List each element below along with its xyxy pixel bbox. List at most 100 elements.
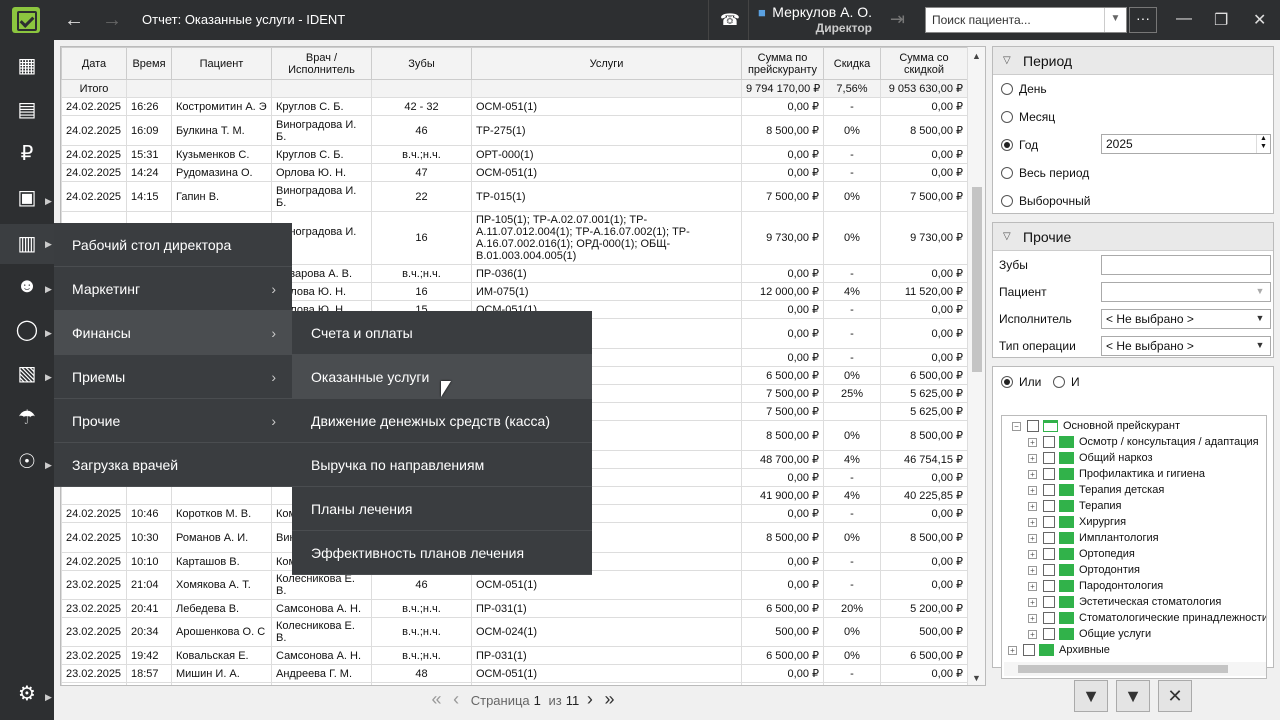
tree-checkbox[interactable]: [1043, 452, 1055, 465]
coin-icon[interactable]: ☉: [18, 451, 36, 473]
tree-node[interactable]: + Профилактика и гигиена: [1028, 468, 1205, 484]
chevron-down-icon[interactable]: ▼: [1255, 286, 1265, 296]
other-header[interactable]: ▽ Прочие: [993, 223, 1273, 251]
close-icon[interactable]: ✕: [1253, 12, 1267, 29]
patient-select[interactable]: ▼: [1101, 282, 1271, 302]
column-header[interactable]: Время: [126, 47, 172, 80]
menu-item[interactable]: Финансы ›: [54, 311, 292, 355]
tree-checkbox[interactable]: [1043, 628, 1055, 641]
table-row[interactable]: 24.02.2025 14:15 Гапин В. Виноградова И. Б.…: [61, 181, 968, 212]
minimize-icon[interactable]: —: [1176, 10, 1192, 27]
logo-icon[interactable]: [12, 7, 40, 33]
horizontal-scrollbar[interactable]: [1004, 662, 1266, 676]
collapse-icon[interactable]: −: [1012, 421, 1021, 431]
tree-checkbox[interactable]: [1043, 500, 1055, 513]
prev-page-icon[interactable]: ‹: [453, 689, 460, 709]
table-row[interactable]: 24.02.2025 14:24 Рудомазина О. Орлова Ю. Н.…: [61, 163, 968, 182]
tree-node[interactable]: + Общий наркоз: [1028, 452, 1153, 468]
ruble-icon[interactable]: ₽: [20, 143, 34, 165]
expand-icon[interactable]: +: [1028, 501, 1037, 511]
tree-node[interactable]: + Хирургия: [1028, 516, 1126, 532]
tree-node[interactable]: + Ортопедия: [1028, 548, 1135, 564]
umbrella-icon[interactable]: ☂: [18, 407, 36, 429]
back-icon[interactable]: ←: [64, 9, 84, 31]
radio-custom[interactable]: [1001, 195, 1013, 207]
menu-item[interactable]: Рабочий стол директора: [54, 223, 292, 267]
year-field[interactable]: 2025 ▲ ▼: [1101, 134, 1271, 154]
expand-icon[interactable]: +: [1028, 613, 1037, 623]
teeth-input[interactable]: [1101, 255, 1271, 275]
column-header[interactable]: Врач / Исполнитель: [271, 47, 372, 80]
catalog-icon[interactable]: ▧: [17, 363, 37, 385]
menu-item[interactable]: Маркетинг ›: [54, 267, 292, 311]
expand-icon[interactable]: +: [1028, 485, 1037, 495]
expand-icon[interactable]: +: [1028, 565, 1037, 575]
period-header[interactable]: ▽ Период: [993, 47, 1273, 75]
tree-node[interactable]: + Общие услуги: [1028, 628, 1151, 644]
phone-icon[interactable]: ☎: [720, 12, 740, 29]
tree-node[interactable]: + Имплантология: [1028, 532, 1159, 548]
tooth-icon[interactable]: ◯: [15, 319, 39, 341]
exit-icon[interactable]: ⇥: [890, 9, 906, 29]
expand-icon[interactable]: +: [1028, 549, 1037, 559]
report-grid[interactable]: Дата Время Пациент Врач / Исполнитель Зубы Ус…: [60, 46, 986, 686]
spinner-icon[interactable]: ▲ ▼: [1256, 135, 1270, 153]
more-button[interactable]: ···: [1129, 7, 1157, 33]
optype-select[interactable]: < Не выбрано > ▼: [1101, 336, 1271, 356]
radio-or[interactable]: [1001, 376, 1013, 388]
table-row[interactable]: 23.02.2025 20:41 Лебедева В. Самсонова А. Н…: [61, 599, 968, 618]
vertical-scrollbar[interactable]: ▲ ▼: [967, 47, 985, 685]
tree-node[interactable]: + Ортодонтия: [1028, 564, 1140, 580]
user-name[interactable]: Меркулов А. О.: [772, 4, 872, 20]
first-page-icon[interactable]: «: [431, 689, 442, 709]
tree-checkbox[interactable]: [1027, 420, 1039, 433]
table-row[interactable]: 24.02.2025 16:26 Костромитин А. Э Круглов С…: [61, 97, 968, 116]
expand-icon[interactable]: +: [1028, 629, 1037, 639]
column-header[interactable]: Сумма по прейскуранту: [741, 47, 824, 80]
table-row[interactable]: 24.02.2025 16:09 Булкина Т. М. Виноградова …: [61, 115, 968, 146]
tree-checkbox[interactable]: [1043, 612, 1055, 625]
column-header[interactable]: Дата: [61, 47, 127, 80]
submenu-item[interactable]: Эффективность планов лечения: [292, 531, 592, 575]
column-header[interactable]: Сумма со скидкой: [880, 47, 968, 80]
submenu-item[interactable]: Движение денежных средств (касса): [292, 399, 592, 443]
book-icon[interactable]: ▣: [17, 187, 37, 209]
table-row[interactable]: 23.02.2025 19:42 Ковальская Е. Самсонова А.…: [61, 646, 968, 665]
patient-search-input[interactable]: Поиск пациента... ▼: [925, 7, 1127, 33]
services-tree[interactable]: − Основной прейскурант + Осмотр / консульта…: [1001, 415, 1267, 679]
chevron-down-icon[interactable]: ▼: [1104, 8, 1126, 32]
invoice-icon[interactable]: ▤: [17, 99, 37, 121]
tree-checkbox[interactable]: [1043, 564, 1055, 577]
filter-remove-icon[interactable]: ▼: [1116, 680, 1150, 712]
scroll-up-icon[interactable]: ▲: [972, 51, 981, 61]
tree-node[interactable]: + Стоматологические принадлежности: [1028, 612, 1266, 628]
submenu-item[interactable]: Счета и оплаты: [292, 311, 592, 355]
calendar-icon[interactable]: ▦: [17, 55, 37, 77]
expand-icon[interactable]: +: [1028, 597, 1037, 607]
tree-checkbox[interactable]: [1023, 644, 1035, 657]
expand-icon[interactable]: +: [1028, 581, 1037, 591]
column-header[interactable]: Пациент: [171, 47, 272, 80]
tree-node[interactable]: + Терапия: [1028, 500, 1122, 516]
column-header[interactable]: Зубы: [371, 47, 472, 80]
menu-item[interactable]: Загрузка врачей: [54, 443, 292, 487]
column-header[interactable]: Услуги: [471, 47, 742, 80]
expand-icon[interactable]: +: [1028, 453, 1037, 463]
expand-icon[interactable]: +: [1008, 645, 1017, 655]
tree-checkbox[interactable]: [1043, 532, 1055, 545]
people-icon[interactable]: ☻: [16, 275, 38, 297]
chevron-down-icon[interactable]: ▼: [1255, 313, 1265, 323]
menu-item[interactable]: Приемы ›: [54, 355, 292, 399]
scroll-thumb[interactable]: [1018, 665, 1228, 673]
filter-add-icon[interactable]: ▼: [1074, 680, 1108, 712]
tree-node[interactable]: + Эстетическая стоматология: [1028, 596, 1221, 612]
radio-day[interactable]: [1001, 83, 1013, 95]
chart-icon[interactable]: ▥: [0, 224, 54, 264]
next-page-icon[interactable]: ›: [586, 689, 593, 709]
table-row[interactable]: 23.02.2025 20:34 Арошенкова О. С Колесников…: [61, 617, 968, 647]
tree-node[interactable]: + Архивные: [1008, 644, 1110, 660]
collapse-icon[interactable]: ▽: [1003, 231, 1011, 242]
tree-node[interactable]: + Осмотр / консультация / адаптация: [1028, 436, 1259, 452]
table-row[interactable]: 23.02.2025 18:57 Мишин И. А. Андреева Г. М.…: [61, 664, 968, 683]
